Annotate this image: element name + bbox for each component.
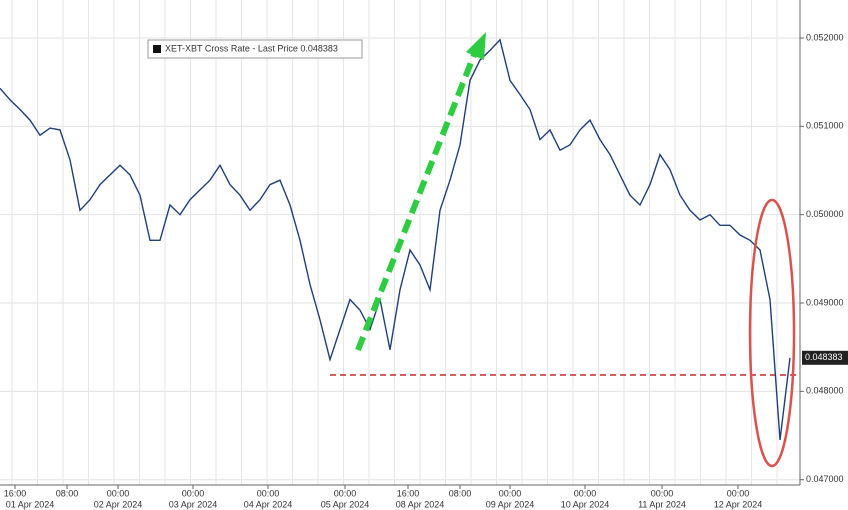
x-tick-date: 12 Apr 2024	[714, 499, 763, 509]
y-tick-label: 0.047000	[806, 474, 844, 484]
plot	[0, 38, 791, 440]
arrow-head	[466, 32, 486, 60]
x-tick-date: 02 Apr 2024	[94, 499, 143, 509]
highlight-ellipse	[748, 198, 796, 468]
grid	[0, 0, 800, 485]
legend-box	[147, 39, 363, 59]
x-tick-time: 00:00	[727, 488, 750, 498]
x-tick-time: 00:00	[182, 488, 205, 498]
y-tick-label: 0.048000	[806, 386, 844, 396]
legend-label: XET-XBT Cross Rate - Last Price 0.048383	[165, 43, 338, 53]
x-tick-date: 08 Apr 2024	[396, 499, 445, 509]
last-price-box	[802, 350, 848, 365]
x-tick-time: 00:00	[499, 488, 522, 498]
x-tick-time: 08:00	[449, 488, 472, 498]
x-tick-date: 03 Apr 2024	[169, 499, 218, 509]
x-tick-time: 16:00	[4, 488, 27, 498]
x-tick-time: 00:00	[334, 488, 357, 498]
x-tick-date: 05 Apr 2024	[321, 499, 370, 509]
x-tick-date: 09 Apr 2024	[486, 499, 535, 509]
x-tick-date: 04 Apr 2024	[244, 499, 293, 509]
y-tick-label: 0.050000	[806, 209, 844, 219]
price-line	[0, 38, 791, 440]
legend-swatch	[153, 45, 161, 53]
y-tick-label: 0.049000	[806, 297, 844, 307]
trend-arrow	[355, 53, 477, 352]
x-tick-date: 11 Apr 2024	[638, 499, 686, 509]
x-tick-date: 01 Apr 2024	[6, 499, 55, 509]
x-tick-time: 00:00	[257, 488, 280, 498]
x-tick-date: 10 Apr 2024	[561, 499, 610, 509]
y-tick-label: 0.051000	[806, 121, 844, 131]
x-tick-time: 08:00	[56, 488, 79, 498]
x-tick-time: 00:00	[574, 488, 597, 498]
x-tick-time: 16:00	[397, 488, 420, 498]
x-tick-time: 00:00	[651, 488, 674, 498]
x-tick-time: 00:00	[107, 488, 130, 498]
y-tick-label: 0.052000	[806, 32, 844, 42]
last-price-label: 0.048383	[805, 352, 843, 362]
